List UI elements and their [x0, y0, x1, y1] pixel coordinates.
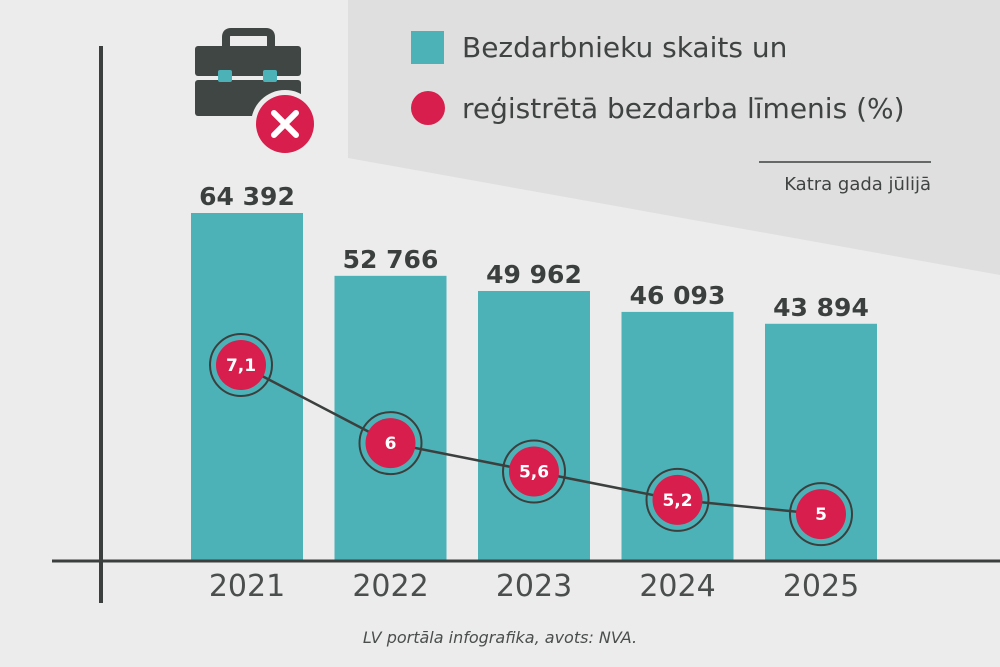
rate-point-2024	[652, 474, 703, 525]
rate-point-ring-2025	[789, 482, 853, 547]
legend: Bezdarbnieku skaits un reģistrētā bezdar…	[411, 31, 905, 125]
rate-point-2022	[365, 418, 416, 469]
rate-point-ring-2022	[358, 411, 423, 476]
rate-label-2024: 5,2	[662, 491, 692, 511]
rate-point-ring-2024	[645, 467, 710, 532]
x-tick-2024: 2024	[639, 569, 715, 604]
rate-point-ring-2023	[502, 439, 566, 504]
legend-rate-swatch	[411, 91, 445, 125]
x-tick-2025: 2025	[783, 569, 859, 604]
bar-value-label-2025: 43 894	[773, 293, 869, 322]
bars-layer: 64 392 52 766 49 962 46 093 43 894	[191, 182, 877, 561]
bar-value-label-2021: 64 392	[199, 182, 295, 211]
backdrop-panel	[348, 0, 1000, 275]
rate-layer: 7,1 6 5,6 5,2 5	[209, 333, 853, 547]
rate-label-2021: 7,1	[226, 356, 256, 376]
legend-bar-swatch	[411, 31, 444, 64]
rate-label-2025: 5	[815, 505, 827, 525]
rate-label-2023: 5,6	[519, 463, 549, 483]
rate-point-2021	[216, 340, 266, 390]
briefcase-clasp-right	[263, 70, 277, 82]
rate-point-2023	[509, 446, 559, 497]
briefcase-clasp-left	[218, 70, 232, 82]
x-mark	[271, 110, 299, 138]
rate-point-ring-2021	[209, 333, 273, 397]
legend-rate-label: reģistrētā bezdarba līmenis (%)	[462, 92, 905, 125]
note-text: Katra gada jūlijā	[784, 174, 931, 195]
source-credit: LV portāla infografika, avots: NVA.	[363, 628, 637, 647]
briefcase-handle	[222, 28, 275, 46]
x-tick-labels: 2021 2022 2023 2024 2025	[209, 569, 859, 604]
rate-point-2025	[796, 489, 846, 540]
briefcase-lid	[195, 46, 301, 76]
bar-value-label-2022: 52 766	[343, 245, 439, 274]
briefcase-with-x-icon	[195, 28, 319, 158]
bar-value-label-2023: 49 962	[486, 260, 582, 289]
bar-2023	[478, 290, 590, 561]
rate-label-2022: 6	[385, 434, 397, 454]
legend-bar-label: Bezdarbnieku skaits un	[462, 31, 787, 64]
x-tick-2023: 2023	[496, 569, 572, 604]
bar-value-label-2024: 46 093	[630, 281, 726, 310]
x-tick-2021: 2021	[209, 569, 285, 604]
x-tick-2022: 2022	[352, 569, 428, 604]
